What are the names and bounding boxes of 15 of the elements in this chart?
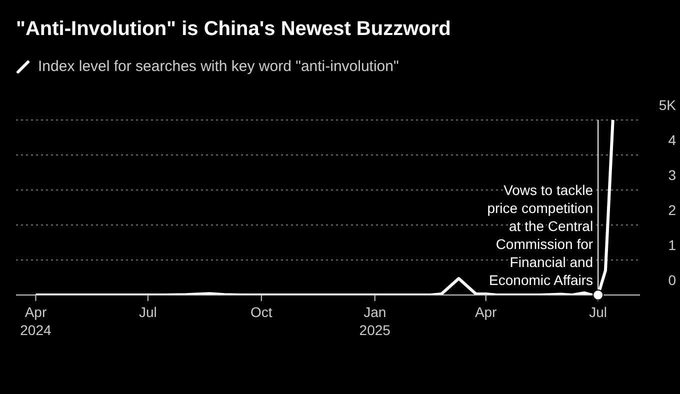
y-tick-label: 0 <box>668 272 676 288</box>
y-tick-label: 2 <box>668 202 676 218</box>
x-tick-label: Jul <box>139 304 157 320</box>
y-tick-label: 4 <box>668 132 676 148</box>
x-tick-label: Oct <box>250 304 272 320</box>
chart-title: "Anti-Involution" is China's Newest Buzzword <box>16 18 451 41</box>
x-tick-label: Apr 2024 <box>20 304 52 338</box>
y-tick-label: 1 <box>668 237 676 253</box>
ref-line-label: Vows to tackle price competition at the Central Commission for Financial and Economic Affairs <box>487 182 594 288</box>
y-tick-label: 5K <box>658 97 677 113</box>
x-tick-label: Apr <box>474 304 498 320</box>
x-tick-label: Jan 2025 <box>359 304 391 338</box>
y-tick-label: 3 <box>668 167 676 183</box>
x-tick-label: Jul <box>589 304 608 320</box>
legend-label: Index level for searches with key word "anti-involution" <box>38 58 399 75</box>
